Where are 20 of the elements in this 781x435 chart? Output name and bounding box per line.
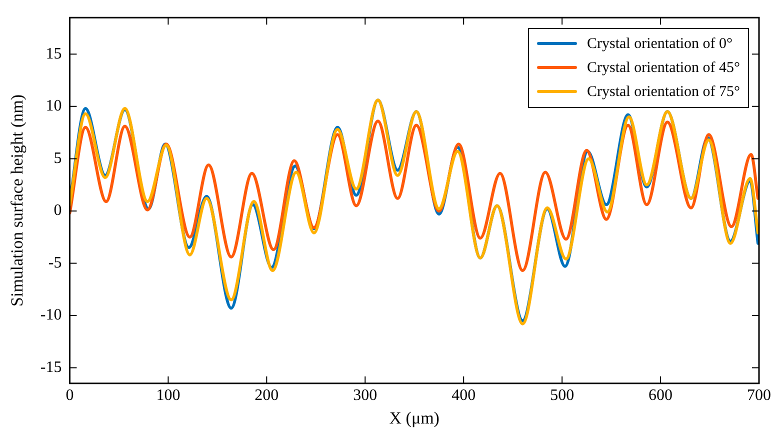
y-tick-label: -10 [40,306,62,324]
legend-label: Crystal orientation of 75° [587,82,740,102]
x-tick-label: 600 [648,387,673,404]
y-tick-label: 15 [46,45,62,62]
x-axis-title: X (μm) [389,408,440,428]
x-tick-label: 0 [66,387,74,404]
y-tick-label: 0 [54,202,62,220]
legend-label: Crystal orientation of 0° [587,34,733,54]
y-axis-title: Simulation surface height (nm) [8,94,27,306]
y-tick-label: -5 [48,254,62,272]
x-tick-label: 200 [254,387,279,404]
x-tick-label: 500 [550,387,574,404]
legend-label: Crystal orientation of 45° [587,58,740,78]
x-tick-label: 300 [353,387,378,404]
y-tick-label: -15 [40,358,62,376]
y-tick-label: 10 [46,98,62,115]
x-tick-label: 400 [452,387,476,404]
x-tick-label: 700 [747,387,771,404]
y-tick-label: 5 [54,150,62,167]
x-tick-label: 100 [156,387,180,404]
